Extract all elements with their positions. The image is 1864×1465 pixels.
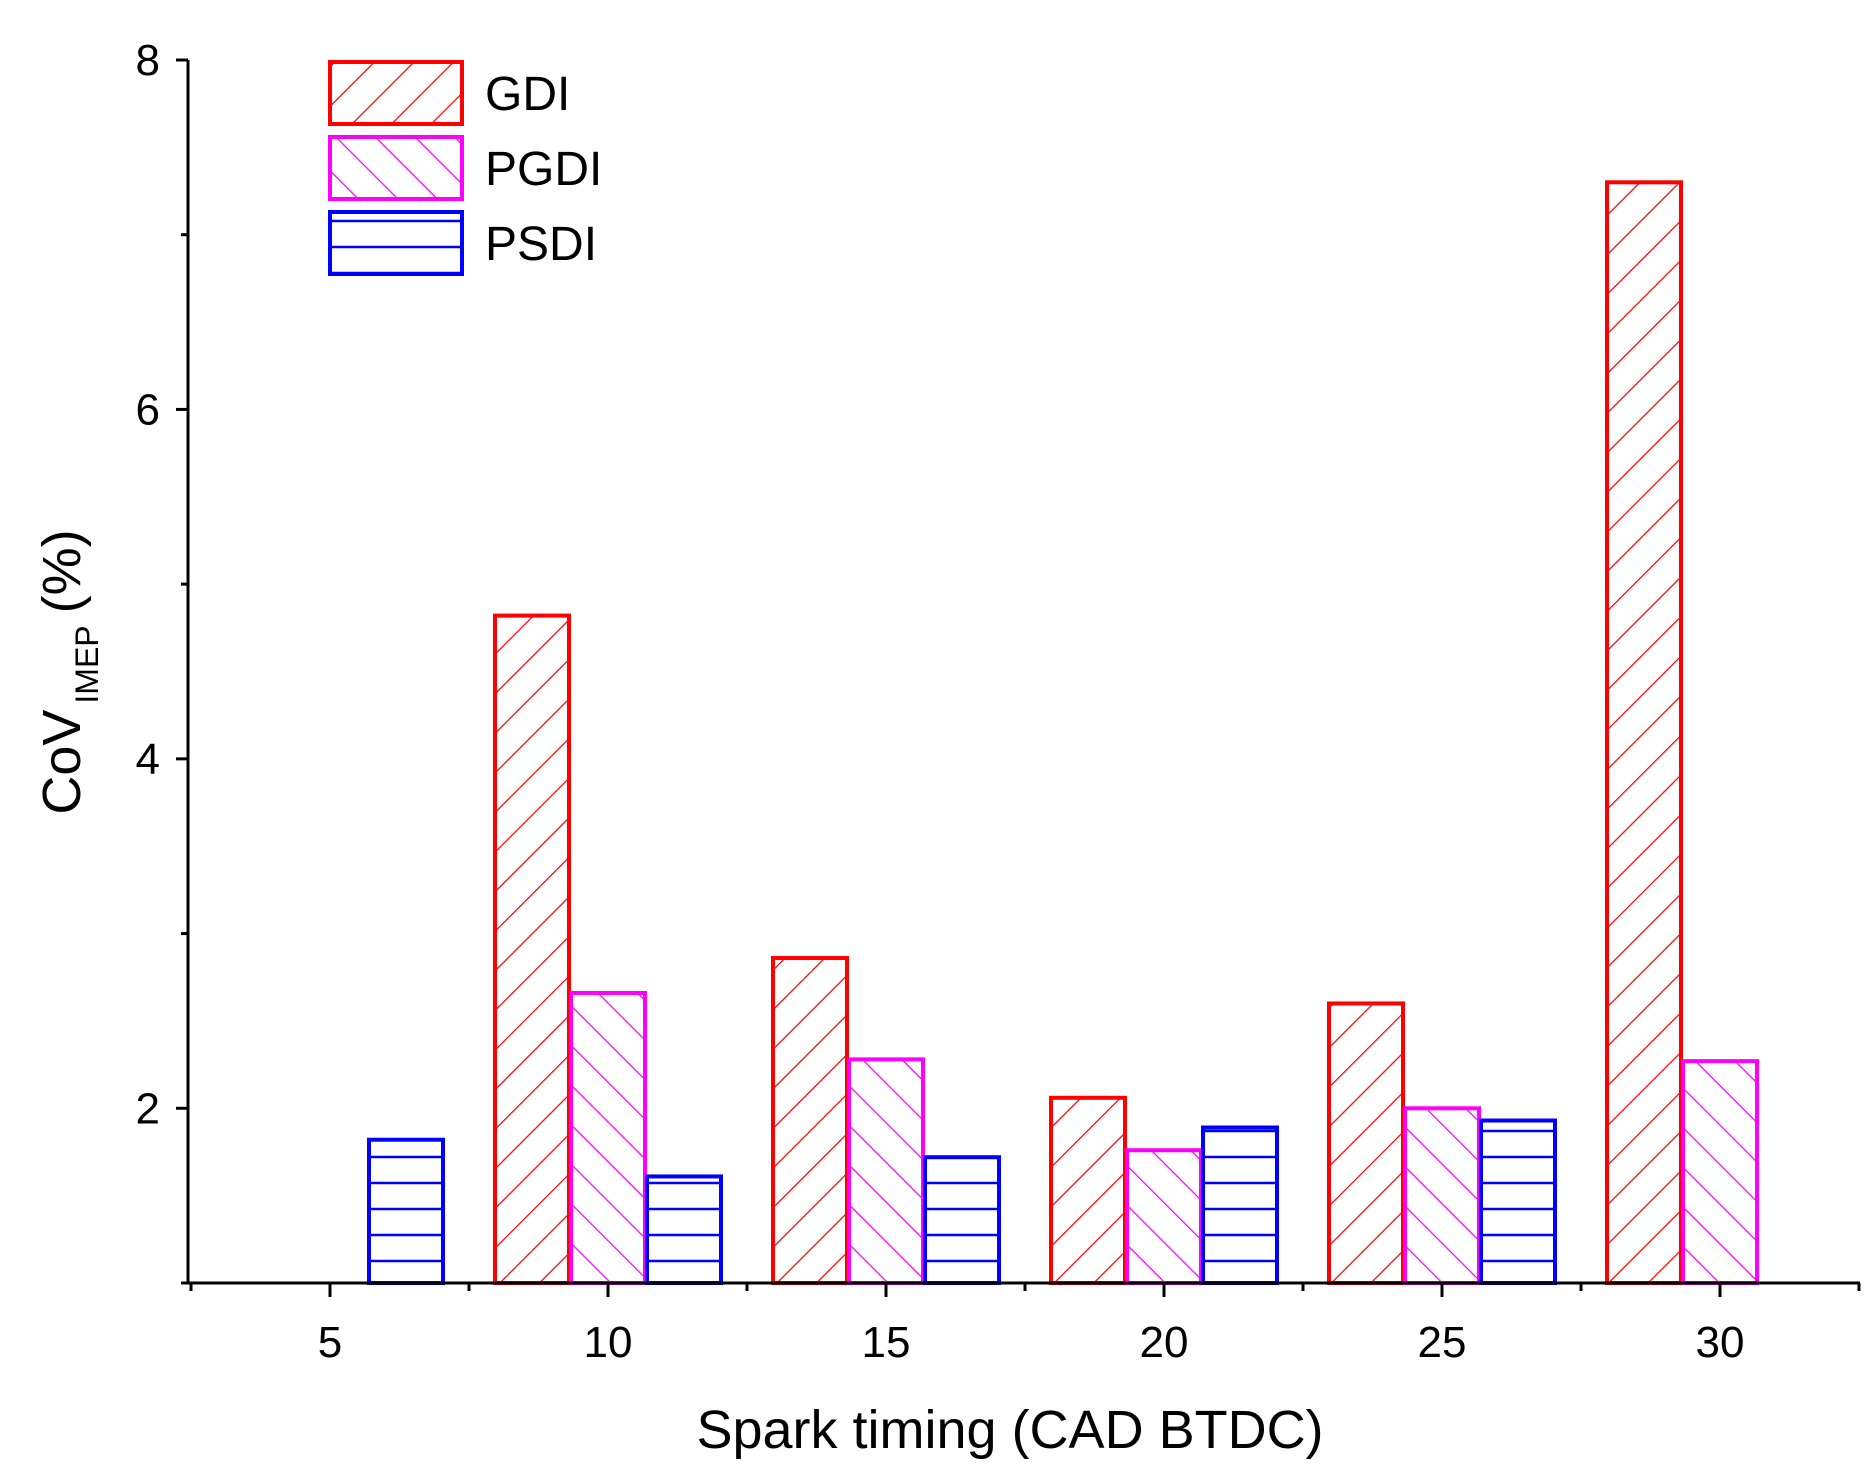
x-tick-label-10: 10 [584,1318,633,1367]
x-tick-label-20: 20 [1140,1318,1189,1367]
legend-item-pgdi: PGDI [328,135,602,201]
legend-swatch-psdi [328,210,464,276]
bar-psdi-5 [367,1137,445,1285]
y-tick-label-6: 6 [136,385,160,434]
bar-pgdi-30 [1681,1059,1759,1286]
legend-swatch-gdi [328,60,464,126]
legend-label-pgdi: PGDI [485,143,602,196]
bars-layer [367,180,1759,1286]
legend-label-gdi: GDI [485,68,570,121]
bar-pgdi-15 [847,1057,925,1286]
bar-psdi-10 [645,1174,723,1286]
bar-gdi-10 [493,613,571,1285]
x-ticks: 5 10 15 20 25 30 [189,1283,1861,1367]
y-tick-label-4: 4 [136,735,160,784]
y-axis-title: CoV IMEP (%) [32,529,105,814]
y-tick-label-2: 2 [136,1084,160,1133]
x-axis-title: Spark timing (CAD BTDC) [696,1400,1323,1460]
bar-pgdi-20 [1125,1148,1203,1286]
x-tick-label-30: 30 [1696,1318,1745,1367]
bar-gdi-15 [771,956,849,1285]
y-ticks: 2 4 6 8 [136,36,188,1285]
y-axis-title-unit: (%) [32,529,92,613]
legend-label-psdi: PSDI [485,218,597,271]
bar-pgdi-25 [1403,1106,1481,1286]
x-tick-label-15: 15 [862,1318,911,1367]
legend: GDI PGDI PSDI [328,60,602,276]
bar-psdi-20 [1201,1125,1279,1285]
x-tick-label-5: 5 [318,1318,342,1367]
y-tick-label-8: 8 [136,36,160,85]
axes: 2 4 6 8 5 10 15 20 25 30 [136,36,1861,1367]
y-axis-title-subscript: IMEP [69,625,105,703]
legend-item-gdi: GDI [328,60,570,126]
bar-psdi-15 [923,1155,1001,1285]
bar-gdi-25 [1327,1001,1405,1285]
bar-gdi-30 [1605,180,1683,1285]
bar-psdi-25 [1479,1118,1557,1286]
svg-text:CoVIMEP(%): CoV IMEP (%) [32,529,105,814]
legend-swatch-pgdi [328,135,464,201]
bar-gdi-20 [1049,1095,1127,1285]
x-tick-label-25: 25 [1418,1318,1467,1367]
legend-item-psdi: PSDI [328,210,597,276]
y-axis-title-main: CoV [32,710,92,815]
bar-pgdi-10 [569,990,647,1286]
